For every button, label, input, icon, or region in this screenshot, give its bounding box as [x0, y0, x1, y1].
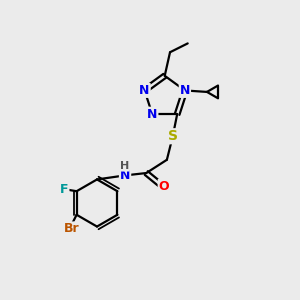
Text: N: N	[140, 84, 150, 97]
Text: F: F	[60, 183, 68, 196]
Text: N: N	[180, 84, 190, 97]
Text: O: O	[159, 180, 169, 193]
Text: H: H	[120, 161, 129, 171]
Text: Br: Br	[64, 222, 80, 236]
Text: S: S	[168, 129, 178, 143]
Text: N: N	[147, 108, 158, 121]
Text: N: N	[120, 169, 130, 182]
